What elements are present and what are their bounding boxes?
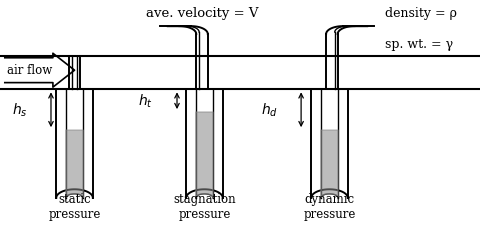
Text: sp. wt. = γ: sp. wt. = γ [384,38,452,51]
Text: air flow: air flow [7,64,52,77]
Text: ave. velocity = V: ave. velocity = V [145,7,258,20]
Text: $h_d$: $h_d$ [261,102,277,119]
Text: stagnation
pressure: stagnation pressure [173,193,235,220]
Text: density = ρ: density = ρ [384,7,456,20]
Polygon shape [195,112,213,198]
Polygon shape [66,130,83,198]
Polygon shape [320,130,337,198]
Text: dynamic
pressure: dynamic pressure [303,193,355,220]
Text: static
pressure: static pressure [48,193,100,220]
Text: $h_t$: $h_t$ [138,93,153,110]
Text: $h_s$: $h_s$ [12,102,28,119]
